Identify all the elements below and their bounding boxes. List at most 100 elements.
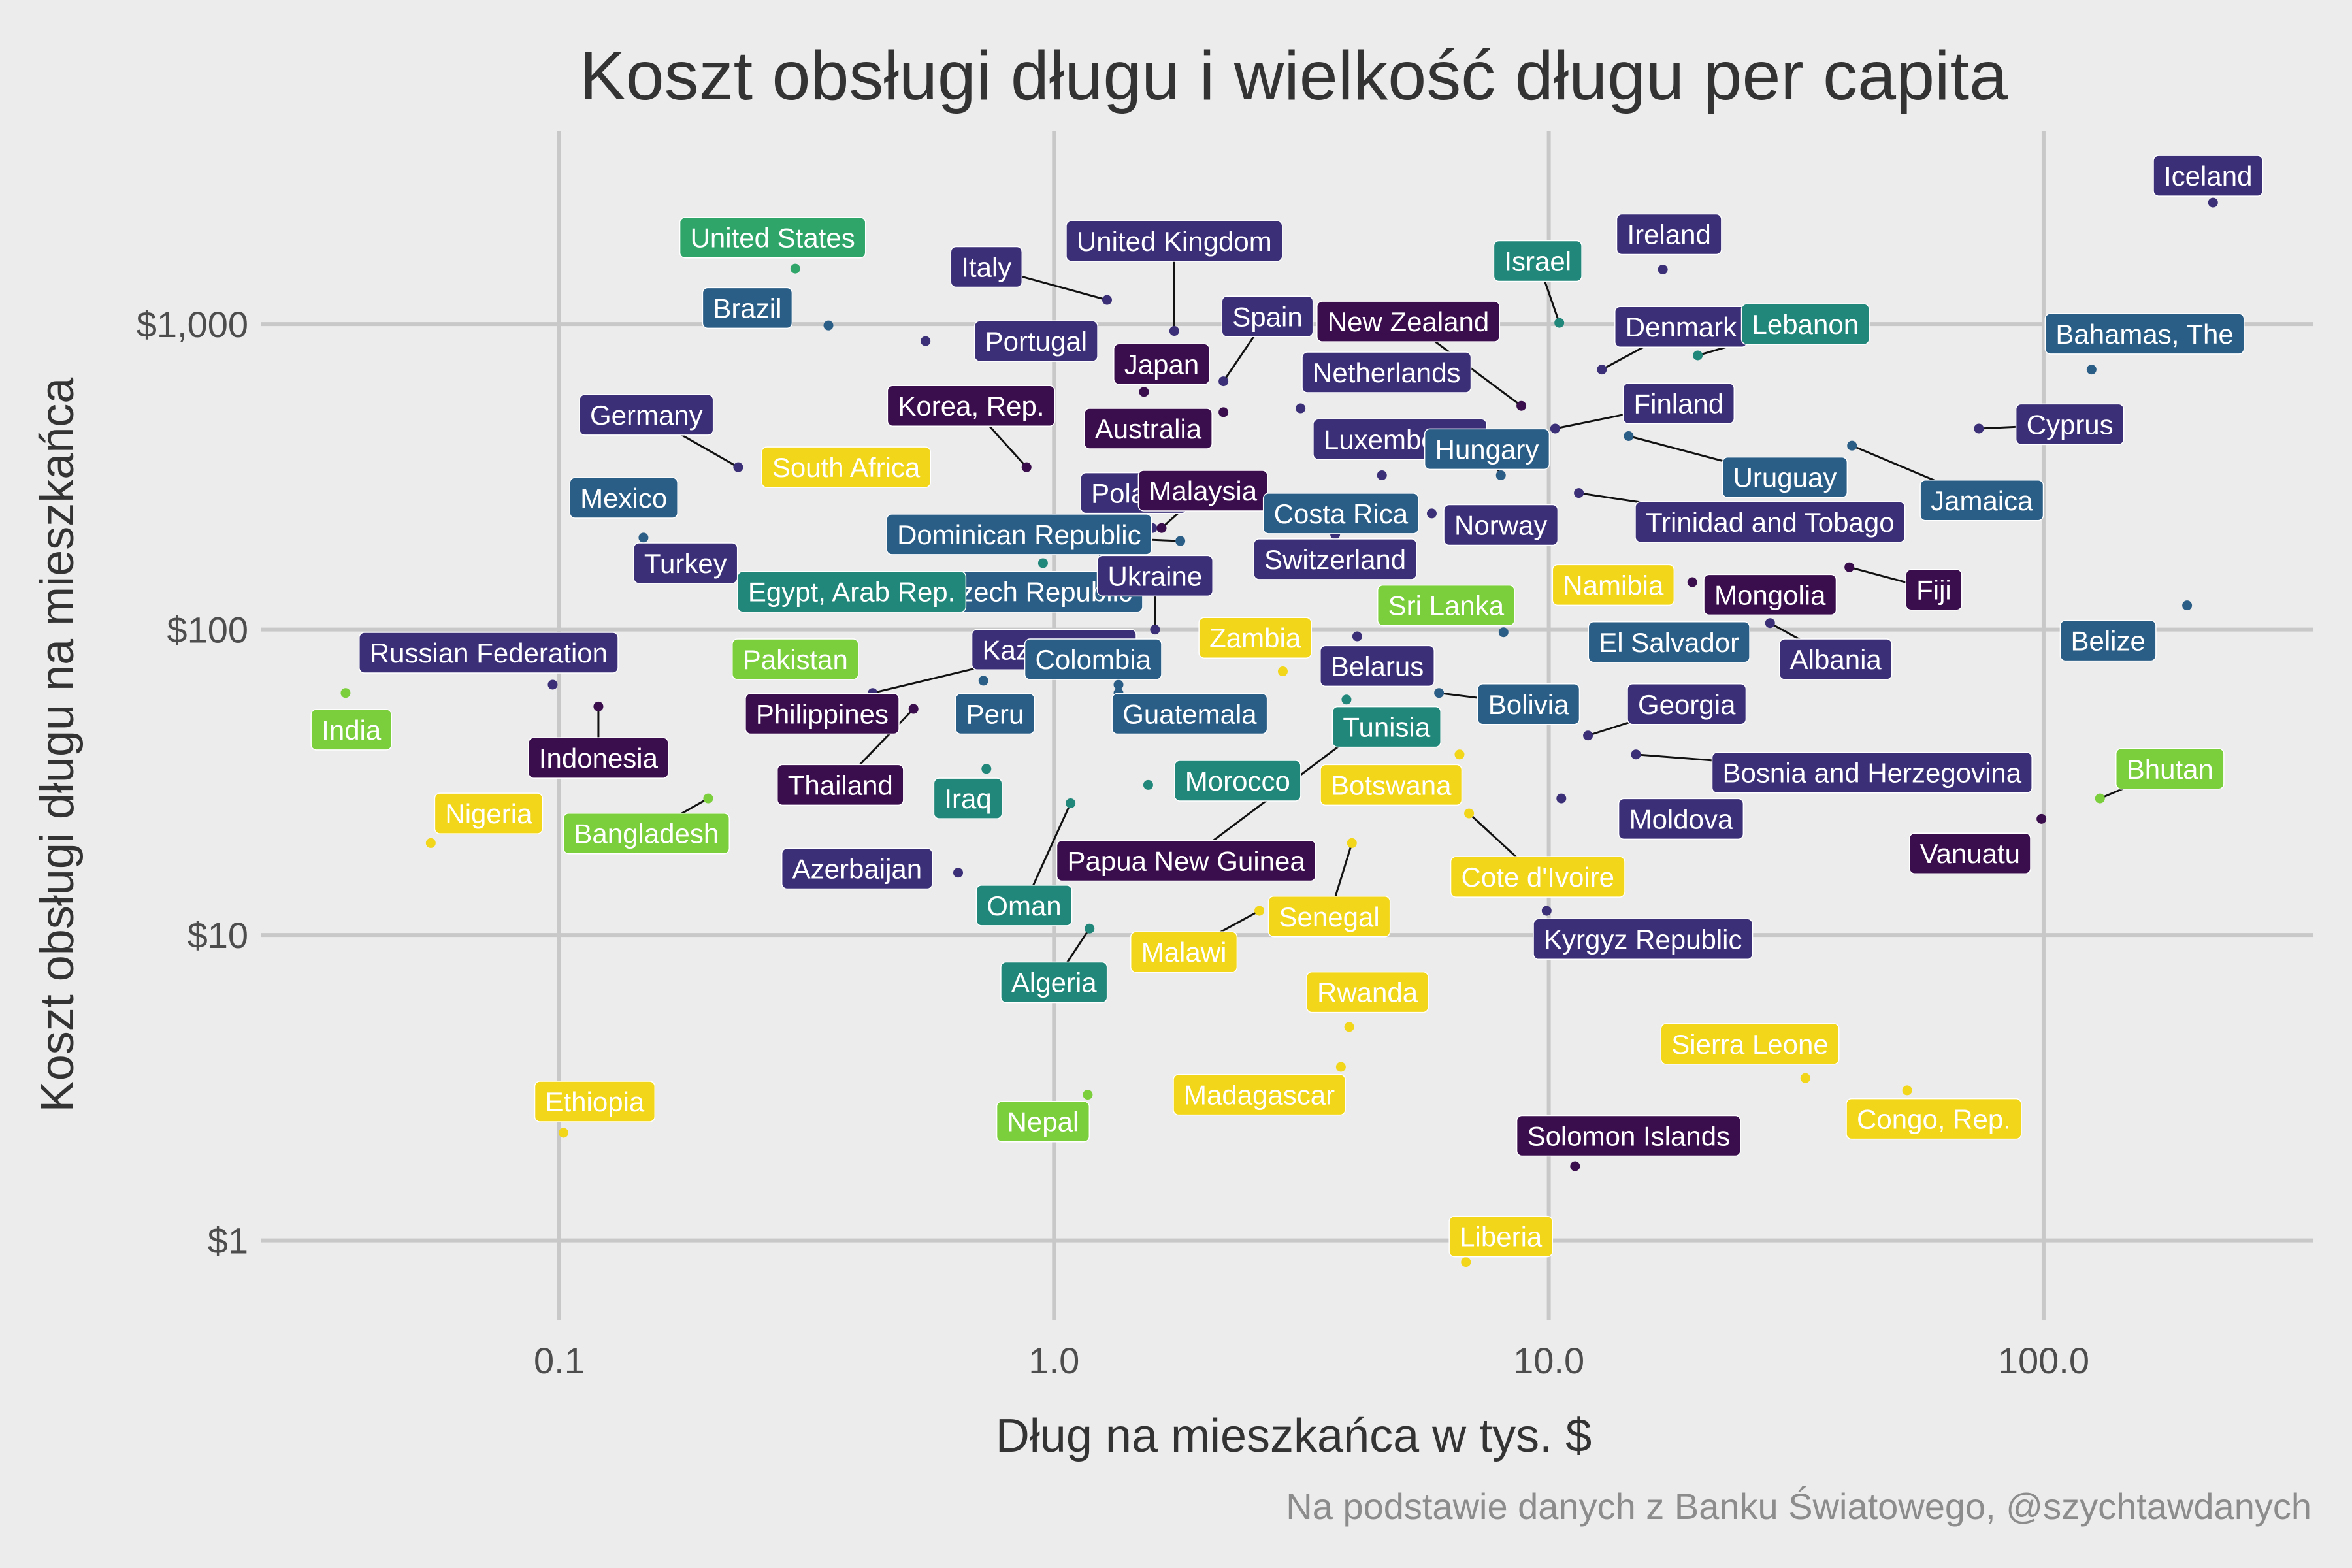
point-label-text: Pakistan [743, 644, 848, 675]
data-point [2095, 793, 2105, 804]
point-label-box [1919, 480, 2044, 521]
data-point [2086, 365, 2097, 375]
data-point [558, 1128, 568, 1138]
point-label-box [761, 446, 932, 488]
point-label: Rwanda [1306, 971, 1429, 1013]
data-point [1574, 488, 1584, 498]
point-label-text: Spain [1232, 301, 1302, 332]
point-label-text: Kyrgyz Republic [1544, 924, 1742, 955]
y-tick-label: $1,000 [137, 304, 248, 345]
point-label-text: Thailand [788, 770, 893, 800]
data-point [1902, 1085, 1912, 1096]
point-label: Sierra Leone [1660, 1023, 1840, 1065]
point-label-text: Switzerland [1264, 544, 1406, 575]
point-label-text: Costa Rica [1274, 498, 1409, 529]
data-point [1550, 423, 1560, 434]
point-label-box [1722, 456, 1848, 498]
data-point [1844, 562, 1855, 572]
point-label: Georgia [1627, 683, 1747, 725]
point-label-text: Cyprus [2027, 409, 2114, 440]
point-label: Nepal [996, 1100, 1090, 1143]
data-point [593, 701, 604, 711]
data-point [1277, 666, 1288, 677]
point-label-box [1301, 351, 1472, 393]
point-label-box [1448, 1215, 1554, 1258]
data-point [1254, 906, 1265, 916]
data-point [1570, 1161, 1580, 1171]
point-label: Morocco [1174, 760, 1301, 802]
point-label-box [563, 812, 730, 855]
point-label: Pakistan [732, 638, 859, 680]
point-label-text: Australia [1095, 414, 1202, 444]
data-point [1150, 625, 1160, 635]
data-point [425, 838, 436, 848]
point-label-text: Germany [590, 400, 703, 431]
point-label-text: South Africa [772, 452, 921, 483]
point-label-text: Egypt, Arab Rep. [748, 577, 956, 608]
data-point [981, 764, 992, 774]
point-label-box [359, 632, 619, 674]
point-label-box [1137, 470, 1268, 512]
data-point [340, 688, 351, 698]
point-label: Turkey [633, 542, 738, 584]
point-label-box [1424, 428, 1550, 470]
point-label-box [1660, 1023, 1840, 1065]
point-label: Costa Rica [1262, 493, 1419, 534]
point-label-box [886, 514, 1152, 555]
data-point [1102, 295, 1112, 305]
point-label: Iceland [2153, 155, 2264, 197]
point-label-text: Georgia [1638, 689, 1736, 720]
point-label: United Kingdom [1066, 220, 1283, 262]
point-label-box [569, 477, 678, 519]
point-label-text: Bhutan [2127, 754, 2213, 785]
point-label-text: Malawi [1141, 937, 1227, 968]
y-tick-label: $100 [167, 610, 248, 651]
point-label-text: Dominican Republic [897, 519, 1141, 550]
data-point [733, 462, 743, 472]
point-label-text: Uruguay [1733, 463, 1837, 493]
data-point [1624, 431, 1634, 441]
y-tick-label: $1 [208, 1220, 248, 1262]
x-tick-label: 100.0 [1998, 1340, 2089, 1381]
point-label-text: Ethiopia [546, 1086, 645, 1117]
data-point [2036, 813, 2047, 824]
point-label-box [1622, 382, 1735, 425]
data-point [1377, 470, 1387, 480]
point-label-text: Bahamas, The [2055, 319, 2233, 350]
point-label-box [1320, 764, 1463, 806]
point-label-text: Vanuatu [1920, 838, 2020, 869]
data-point [1687, 577, 1697, 587]
data-point [703, 793, 713, 804]
point-label-box [1635, 501, 1906, 543]
chart-caption: Na podstawie danych z Banku Światowego, … [1286, 1486, 2311, 1527]
point-label: Bosnia and Herzegovina [1711, 751, 2033, 794]
point-label: Cote d'Ivoire [1450, 856, 1625, 898]
point-label-text: Bosnia and Herzegovina [1723, 758, 2022, 789]
data-point [547, 679, 558, 690]
point-label-box [1331, 706, 1441, 748]
point-label-text: Moldova [1629, 804, 1733, 834]
point-label-box [434, 792, 544, 834]
point-label-box [1000, 961, 1108, 1004]
point-label-text: Mongolia [1714, 580, 1826, 610]
point-label: Tunisia [1331, 706, 1441, 748]
point-label: Namibia [1552, 564, 1675, 606]
point-label-text: Denmark [1625, 312, 1737, 342]
point-label-box [1096, 555, 1213, 597]
point-label-text: Fiji [1916, 575, 1952, 606]
data-point [1021, 462, 1032, 472]
point-label: Azerbaijan [781, 847, 933, 890]
point-label-box [1320, 645, 1435, 687]
point-label-box [1552, 564, 1675, 606]
point-label: Israel [1493, 240, 1582, 282]
data-point [1847, 440, 1857, 451]
point-label: Malaysia [1137, 470, 1268, 512]
point-label-text: Mexico [580, 483, 667, 514]
point-label: Japan [1113, 343, 1210, 385]
point-label-box [776, 764, 904, 806]
point-label-box [528, 737, 669, 779]
point-label-text: Madagascar [1184, 1080, 1335, 1111]
point-label-box [1262, 493, 1419, 534]
point-label-box [1443, 504, 1559, 546]
point-label-text: New Zealand [1328, 306, 1489, 337]
